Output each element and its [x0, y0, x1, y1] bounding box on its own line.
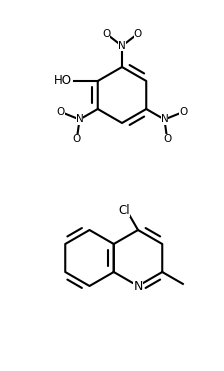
Text: O: O: [134, 29, 142, 39]
Text: Cl: Cl: [118, 204, 130, 217]
Text: N: N: [161, 115, 168, 125]
Text: HO: HO: [54, 75, 72, 88]
Text: O: O: [163, 134, 171, 144]
Text: N: N: [133, 279, 143, 292]
Text: O: O: [57, 107, 65, 117]
Text: O: O: [102, 29, 110, 39]
Text: O: O: [179, 107, 187, 117]
Text: N: N: [76, 115, 83, 125]
Text: N: N: [118, 41, 126, 51]
Text: O: O: [73, 134, 81, 144]
